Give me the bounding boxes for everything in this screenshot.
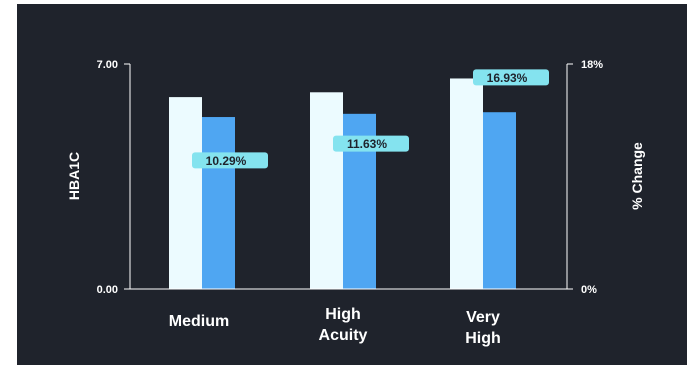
bar-series-2-medium bbox=[202, 117, 235, 290]
pct-change-label-very-high: 16.93% bbox=[487, 71, 528, 85]
y2-tick-label-top: 18% bbox=[581, 59, 603, 71]
y-axis-title: HBA1C bbox=[66, 152, 82, 200]
pct-change-marker-very-high bbox=[473, 69, 549, 86]
pct-change-label-medium: 10.29% bbox=[206, 154, 247, 168]
y2-tick-label-bottom: 0% bbox=[581, 284, 597, 296]
bar-series-1-high-acuity bbox=[310, 92, 343, 290]
x-tick-label-medium: Medium bbox=[169, 313, 229, 330]
pct-change-marker-medium bbox=[192, 152, 268, 169]
bar-series-1-medium bbox=[169, 97, 202, 289]
bar-series-2-very-high bbox=[483, 112, 516, 289]
pct-change-label-high-acuity: 11.63% bbox=[347, 137, 387, 151]
y-tick-label-top: 7.00 bbox=[97, 59, 118, 71]
x-tick-label-acuity: Acuity bbox=[319, 327, 368, 344]
pct-change-marker-high-acuity bbox=[333, 135, 409, 152]
x-tick-label-very: Very bbox=[466, 309, 500, 326]
x-tick-label-high: High bbox=[325, 306, 361, 323]
bar-series-1-very-high bbox=[450, 78, 483, 289]
x-tick-label-high-2: High bbox=[465, 330, 501, 347]
y-tick-label-bottom: 0.00 bbox=[97, 284, 118, 296]
y2-axis-title: % Change bbox=[629, 142, 645, 210]
